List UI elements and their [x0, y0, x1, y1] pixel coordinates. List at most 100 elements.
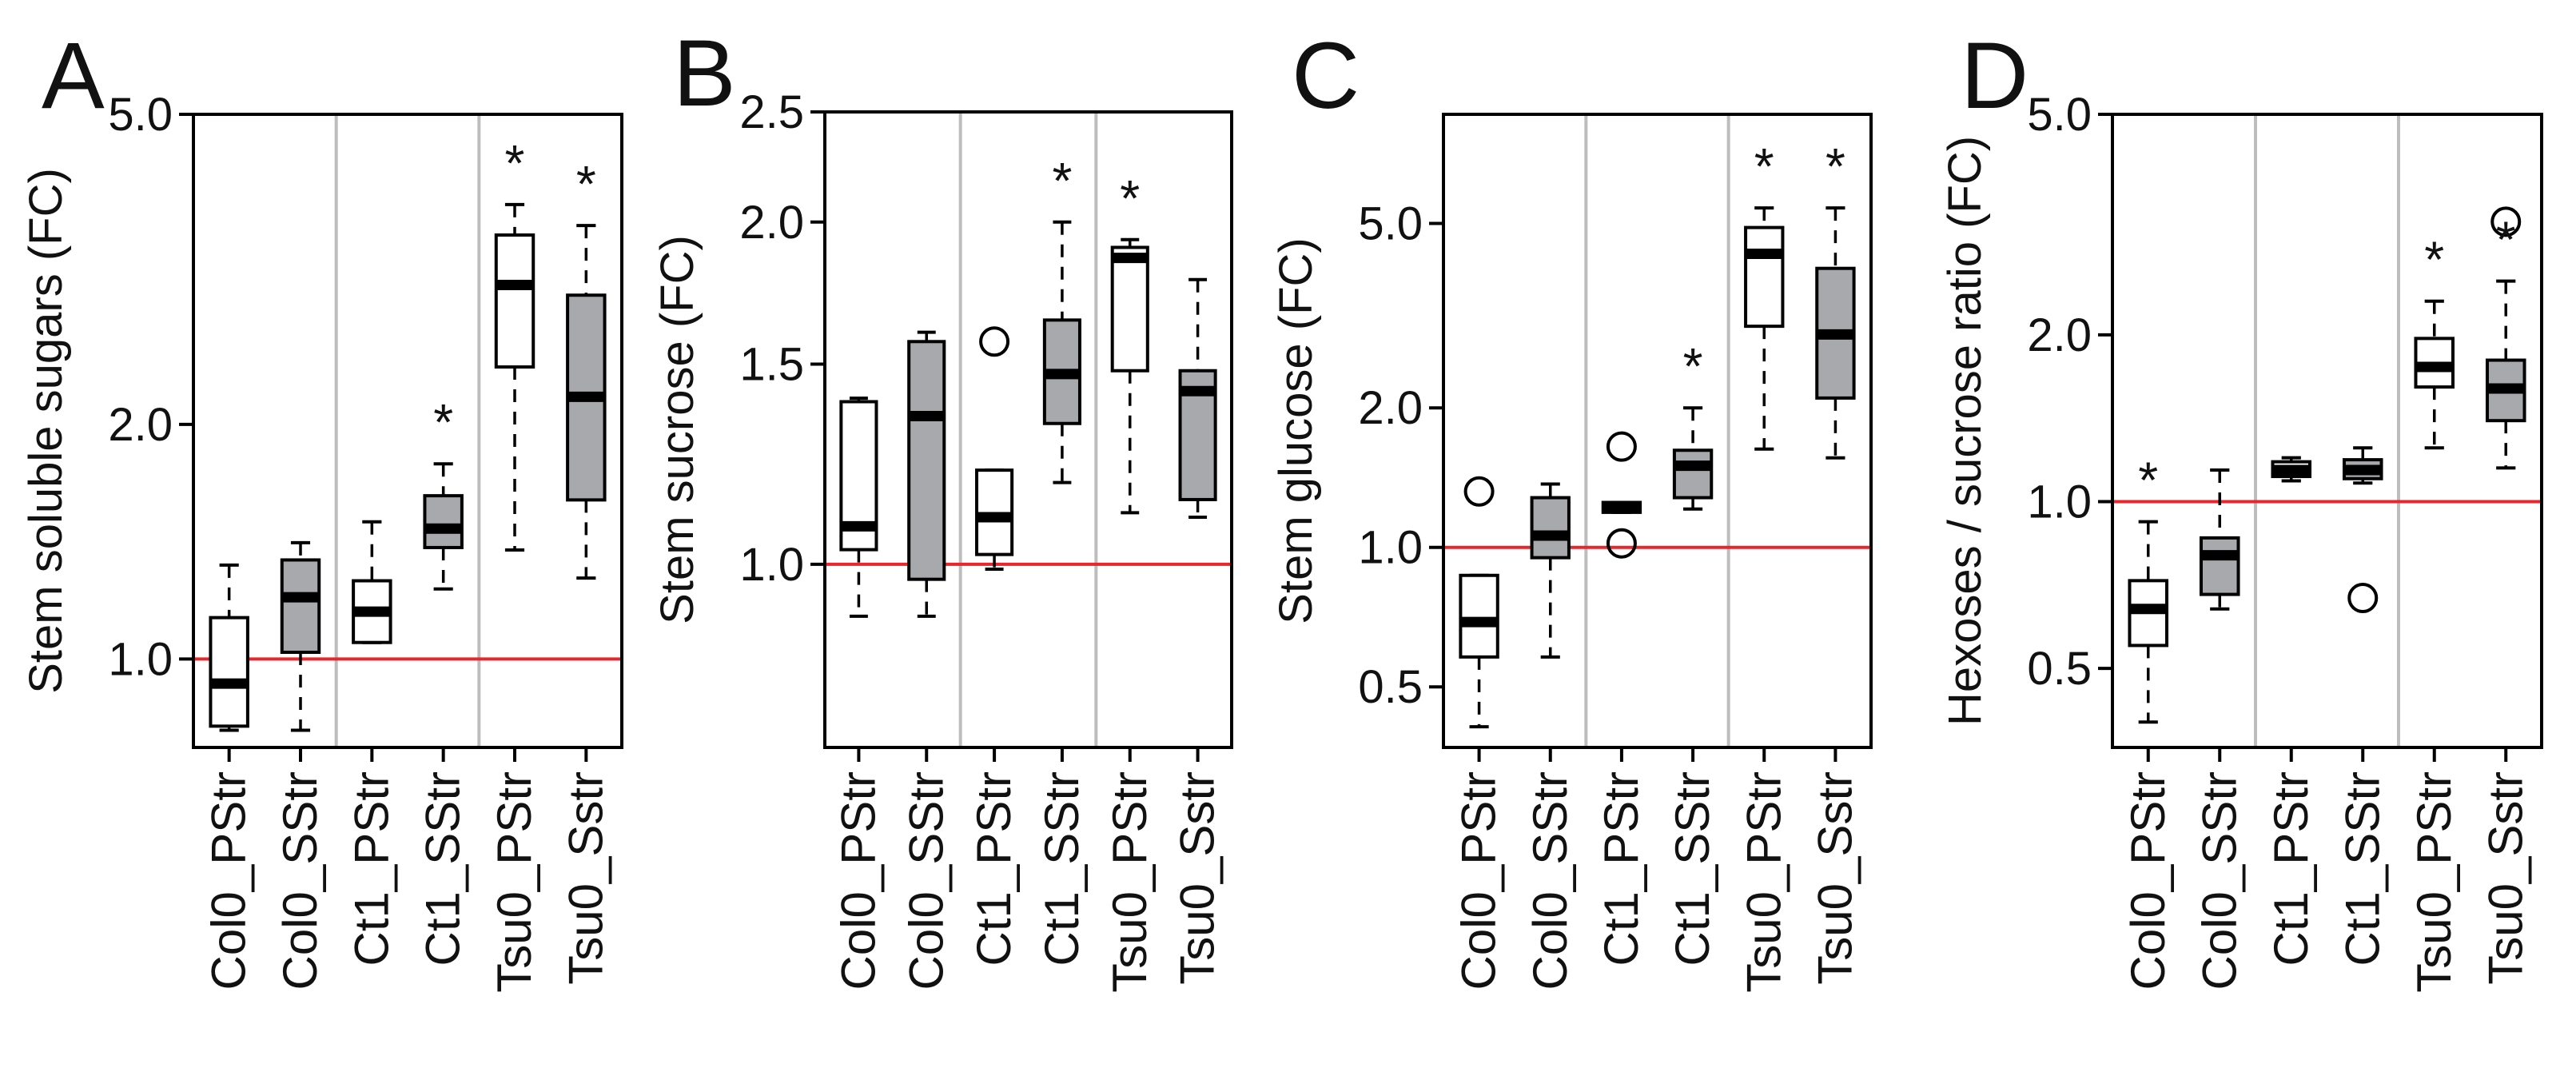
box-Tsu0_Sstr: * [566, 155, 607, 580]
significance-star: * [576, 155, 596, 213]
panel-c: C Stem glucose (FC) 0.5 1.0 2.0 5.0 Col0_PStr C… [1270, 23, 1873, 993]
box-body [907, 340, 946, 581]
outlier-point [979, 326, 1010, 357]
box-body [1744, 225, 1785, 329]
x-tick-label: Col0_PStr [202, 771, 256, 990]
outlier-point [1606, 528, 1637, 559]
x-tick-label: Ct1_PStr [344, 771, 398, 966]
y-tick-label: 5.0 [1358, 198, 1423, 250]
y-tick-label: 0.5 [1358, 661, 1423, 713]
panel-d: D Hexoses / sucrose ratio (FC) 0.5 1.0 2.0 5.… [1939, 23, 2543, 993]
significance-star: * [2496, 211, 2516, 269]
x-tick-label: Col0_PStr [1452, 771, 1506, 990]
box-Col0_SStr [1530, 482, 1571, 659]
panel-letter: D [1961, 23, 2029, 129]
y-tick-label: 1.0 [739, 539, 804, 591]
box-body [2199, 536, 2240, 596]
panel-letter: B [673, 21, 736, 126]
x-tick-label: Ct1_PStr [2264, 771, 2318, 966]
box-Col0_PStr [209, 563, 249, 732]
plot-frame [1442, 113, 1873, 749]
y-axis-label: Stem glucose (FC) [1270, 237, 1322, 624]
box-Ct1_SStr: * [1672, 337, 1714, 511]
outlier-point [1606, 431, 1637, 462]
x-tick-label: Ct1_SStr [1666, 771, 1719, 966]
y-tick-label: 2.5 [739, 86, 804, 138]
y-tick-label: 2.0 [739, 197, 804, 249]
box-body [1459, 573, 1499, 659]
significance-star: * [2424, 231, 2444, 289]
x-tick-label: Col0_SStr [273, 771, 327, 990]
x-tick-label: Ct1_PStr [1595, 771, 1648, 966]
box-Ct1_PStr [1601, 431, 1642, 559]
x-tick-label: Ct1_SStr [2335, 771, 2389, 966]
y-tick-label: 5.0 [2027, 89, 2092, 141]
panel-letter: C [1292, 23, 1360, 129]
x-tick-label: Ct1_SStr [416, 771, 470, 966]
box-Ct1_SStr [2342, 446, 2383, 614]
box-Tsu0_Sstr: * [2485, 206, 2526, 470]
box-Ct1_PStr [2271, 456, 2312, 483]
outlier-point [2347, 583, 2379, 614]
outlier-point [1463, 476, 1495, 507]
panel-letter: A [42, 23, 105, 129]
box-Tsu0_Sstr [1178, 277, 1217, 519]
significance-star: * [1683, 337, 1703, 395]
plot-frame [2111, 113, 2543, 749]
panel-a: A Stem soluble sugars (FC) 1.0 2.0 5.0 Col0_P… [20, 23, 623, 993]
y-tick-label: 2.0 [1358, 382, 1423, 434]
box-body [1672, 448, 1714, 500]
x-tick-label: Col0_PStr [831, 771, 885, 990]
box-Col0_PStr [839, 397, 878, 618]
box-Col0_SStr [280, 540, 321, 732]
y-tick-label: 5.0 [108, 89, 173, 141]
box-Col0_PStr [1459, 476, 1499, 729]
box-Tsu0_Sstr: * [1815, 137, 1856, 460]
significance-star: * [1120, 169, 1140, 227]
outlier-point [2490, 206, 2522, 237]
significance-star: * [505, 134, 525, 192]
box-Tsu0_PStr: * [2414, 231, 2455, 450]
y-tick-label: 2.0 [2027, 309, 2092, 361]
x-tick-label: Tsu0_PStr [488, 771, 541, 993]
box-Tsu0_PStr: * [494, 134, 536, 552]
box-body [494, 233, 536, 369]
x-tick-label: Tsu0_PStr [1103, 771, 1157, 993]
box-Col0_SStr [907, 330, 946, 618]
x-tick-label: Tsu0_Sstr [1171, 771, 1224, 985]
box-Ct1_PStr [975, 326, 1014, 572]
box-body [280, 558, 321, 654]
plot-frame [823, 110, 1233, 749]
box-body [1110, 245, 1149, 373]
box-body [423, 494, 464, 549]
significance-star: * [1754, 137, 1774, 195]
x-tick-label: Tsu0_PStr [2407, 771, 2461, 993]
y-tick-label: 1.0 [108, 633, 173, 685]
y-tick-label: 2.0 [108, 399, 173, 451]
box-Col0_PStr: * [2128, 452, 2169, 724]
x-tick-label: Tsu0_Sstr [2478, 771, 2532, 985]
box-Ct1_SStr: * [423, 393, 464, 591]
y-tick-label: 1.5 [739, 338, 804, 390]
y-axis-label: Stem sucrose (FC) [651, 235, 703, 624]
y-tick-label: 0.5 [2027, 643, 2092, 695]
box-Tsu0_PStr: * [1110, 169, 1149, 515]
significance-star: * [1825, 137, 1845, 195]
y-tick-label: 1.0 [1358, 522, 1423, 574]
y-tick-label: 1.0 [2027, 476, 2092, 528]
x-tick-label: Tsu0_PStr [1737, 771, 1790, 993]
box-Ct1_SStr: * [1042, 152, 1081, 484]
box-Tsu0_PStr: * [1744, 137, 1785, 451]
box-body [209, 616, 249, 728]
x-tick-label: Tsu0_Sstr [559, 771, 612, 985]
x-tick-label: Col0_SStr [1523, 771, 1577, 990]
significance-star: * [433, 393, 453, 451]
box-Col0_SStr [2199, 468, 2240, 611]
y-axis-label: Hexoses / sucrose ratio (FC) [1939, 136, 1991, 726]
box-body [1530, 496, 1571, 560]
x-tick-label: Ct1_PStr [967, 771, 1021, 966]
significance-star: * [1052, 152, 1072, 209]
panel-b: B Stem sucrose (FC) 1.0 1.5 2.0 2.5 Col0_PStr C… [651, 21, 1233, 993]
x-tick-label: Col0_PStr [2121, 771, 2175, 990]
